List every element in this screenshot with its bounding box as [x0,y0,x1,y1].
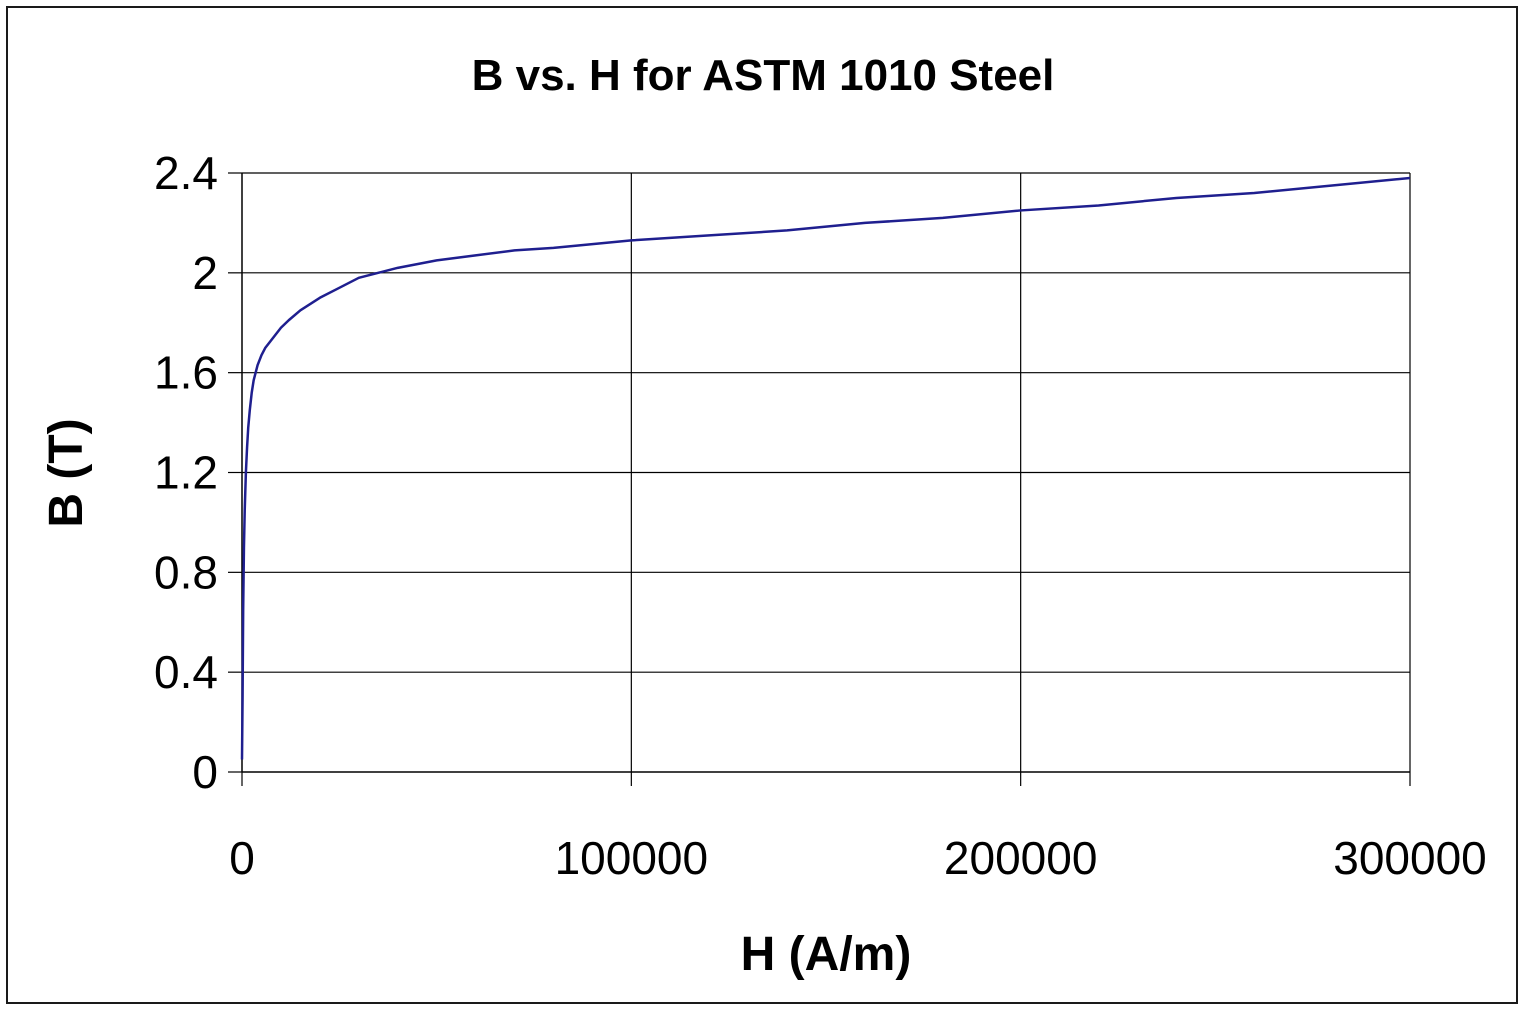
y-tick-label: 0.8 [154,546,218,598]
y-tick-labels: 0 0.4 0.8 1.2 1.6 2 2.4 [154,147,218,798]
y-axis-title: B (T) [40,418,93,527]
axes [228,172,1411,786]
grid [242,172,1411,772]
y-tick-label: 2.4 [154,147,218,199]
series-line-b-vs-h [240,176,1411,760]
y-tick-label: 0.4 [154,646,218,698]
x-tick-labels: 0 100000 200000 300000 [229,832,1487,884]
chart-frame [6,6,1518,1004]
x-tick-label: 300000 [1333,832,1487,884]
x-tick-label: 0 [229,832,255,884]
chart-title: B vs. H for ASTM 1010 Steel [472,51,1055,100]
y-tick-label: 0 [192,746,218,798]
y-tick-label: 2 [192,247,218,299]
x-axis-title: H (A/m) [741,928,912,981]
y-tick-label: 1.6 [154,347,218,399]
x-tick-label: 100000 [555,832,709,884]
x-tick-label: 200000 [944,832,1098,884]
y-tick-label: 1.2 [154,447,218,499]
